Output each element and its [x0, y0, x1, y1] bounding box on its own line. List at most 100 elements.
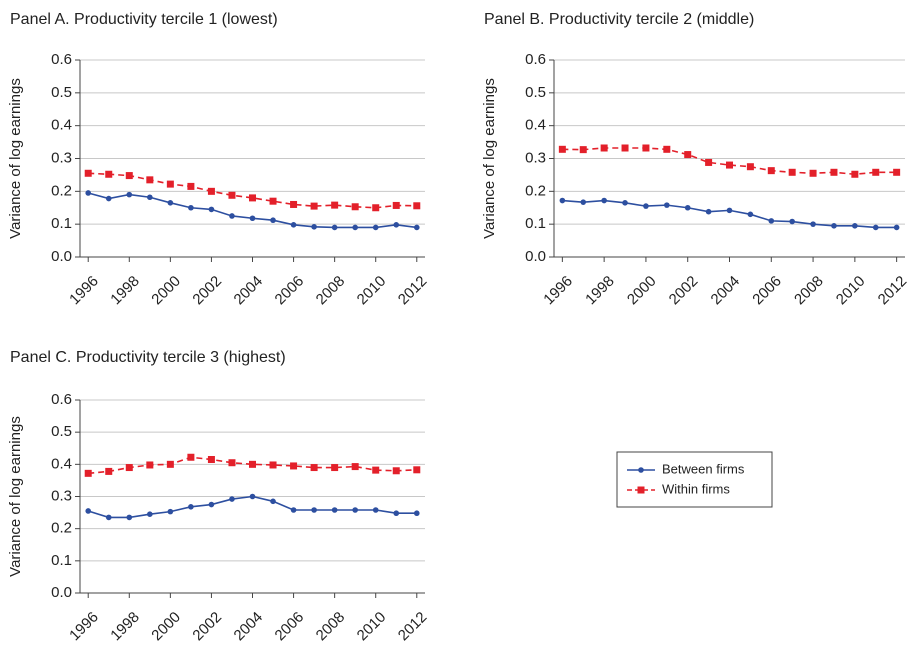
series-line — [87, 495, 417, 519]
point-marker — [207, 456, 215, 464]
point-marker — [747, 211, 754, 218]
x-tick-label: 2012 — [875, 273, 911, 309]
y-tick-label: 0.4 — [51, 117, 72, 134]
x-tick-label: 1998 — [107, 609, 143, 644]
series-line — [562, 147, 897, 176]
point-marker — [166, 180, 174, 188]
y-tick-label: 0.4 — [525, 117, 546, 134]
y-tick-label: 0.5 — [525, 84, 546, 101]
x-tick-label: 2004 — [231, 273, 267, 309]
point-marker — [147, 511, 153, 517]
point-marker — [208, 501, 215, 508]
x-tick-label: 2008 — [791, 273, 827, 309]
x-tick-label: 2000 — [624, 273, 660, 309]
point-marker — [167, 200, 174, 206]
x-tick-label: 2004 — [231, 609, 267, 644]
point-marker — [664, 202, 670, 208]
x-tick-label: 1998 — [107, 273, 143, 309]
legend-marker — [638, 467, 644, 473]
point-marker — [188, 204, 194, 211]
x-tick-label: 2008 — [313, 273, 349, 309]
point-marker — [684, 151, 692, 159]
x-tick-label: 2010 — [833, 273, 869, 309]
point-marker — [290, 462, 298, 470]
point-marker — [372, 204, 380, 212]
point-marker — [229, 496, 235, 502]
y-tick-label: 0.1 — [525, 215, 546, 232]
point-marker — [105, 467, 113, 475]
point-marker — [311, 507, 317, 513]
point-marker — [413, 224, 420, 231]
point-marker — [352, 224, 358, 231]
point-marker — [746, 163, 754, 171]
point-marker — [311, 223, 317, 230]
point-marker — [146, 176, 154, 184]
point-marker — [146, 461, 154, 469]
point-marker — [393, 222, 400, 228]
point-marker — [705, 158, 713, 166]
point-marker — [85, 508, 92, 514]
point-marker — [726, 161, 733, 169]
point-marker — [893, 224, 900, 231]
point-marker — [249, 460, 256, 468]
point-marker — [187, 182, 195, 190]
point-marker — [126, 191, 133, 198]
point-marker — [643, 203, 649, 209]
y-axis-label: Variance of log earnings — [481, 78, 498, 239]
legend-label: Between firms — [662, 461, 745, 476]
point-marker — [768, 218, 775, 224]
x-tick-label: 2010 — [354, 609, 390, 644]
panel-title: Panel B. Productivity tercile 2 (middle) — [484, 11, 754, 28]
x-tick-label: 1996 — [540, 273, 576, 309]
point-marker — [208, 206, 215, 213]
point-marker — [413, 202, 421, 210]
point-marker — [126, 514, 133, 521]
point-marker — [167, 508, 174, 515]
point-marker — [351, 463, 359, 471]
panel-title: Panel A. Productivity tercile 1 (lowest) — [10, 11, 278, 28]
point-marker — [352, 507, 358, 513]
point-marker — [166, 460, 174, 468]
y-tick-label: 0.2 — [51, 182, 72, 199]
point-marker — [579, 146, 587, 154]
point-marker — [372, 224, 379, 231]
point-marker — [558, 145, 566, 153]
point-marker — [872, 168, 880, 176]
point-marker — [85, 190, 92, 196]
point-marker — [767, 167, 775, 175]
point-marker — [663, 145, 671, 153]
y-tick-label: 0.3 — [51, 149, 72, 166]
point-marker — [413, 466, 421, 474]
point-marker — [351, 203, 359, 211]
point-marker — [893, 168, 901, 176]
point-marker — [393, 510, 400, 517]
y-tick-label: 0.0 — [525, 248, 546, 265]
point-marker — [642, 144, 650, 152]
point-marker — [331, 201, 339, 209]
x-tick-label: 2002 — [189, 609, 225, 644]
x-tick-label: 1996 — [66, 609, 102, 644]
x-tick-label: 2006 — [749, 273, 785, 309]
x-tick-label: 2000 — [148, 273, 184, 309]
point-marker — [810, 221, 816, 227]
panel-title: Panel C. Productivity tercile 3 (highest… — [10, 349, 286, 366]
point-marker — [331, 464, 339, 472]
x-tick-label: 2008 — [313, 609, 349, 644]
y-tick-label: 0.2 — [525, 182, 546, 199]
y-tick-label: 0.5 — [51, 423, 72, 440]
y-tick-label: 0.1 — [51, 552, 72, 569]
point-marker — [621, 144, 629, 152]
series-line — [88, 172, 417, 209]
y-tick-label: 0.0 — [51, 248, 72, 265]
point-marker — [290, 507, 297, 513]
point-marker — [125, 172, 133, 180]
series-line — [562, 199, 897, 229]
point-marker — [228, 191, 236, 199]
point-marker — [331, 224, 338, 231]
series-line — [88, 456, 417, 475]
x-tick-label: 2012 — [395, 609, 431, 644]
point-marker — [580, 199, 587, 205]
point-marker — [851, 170, 859, 178]
point-marker — [269, 461, 277, 469]
point-marker — [269, 197, 277, 205]
